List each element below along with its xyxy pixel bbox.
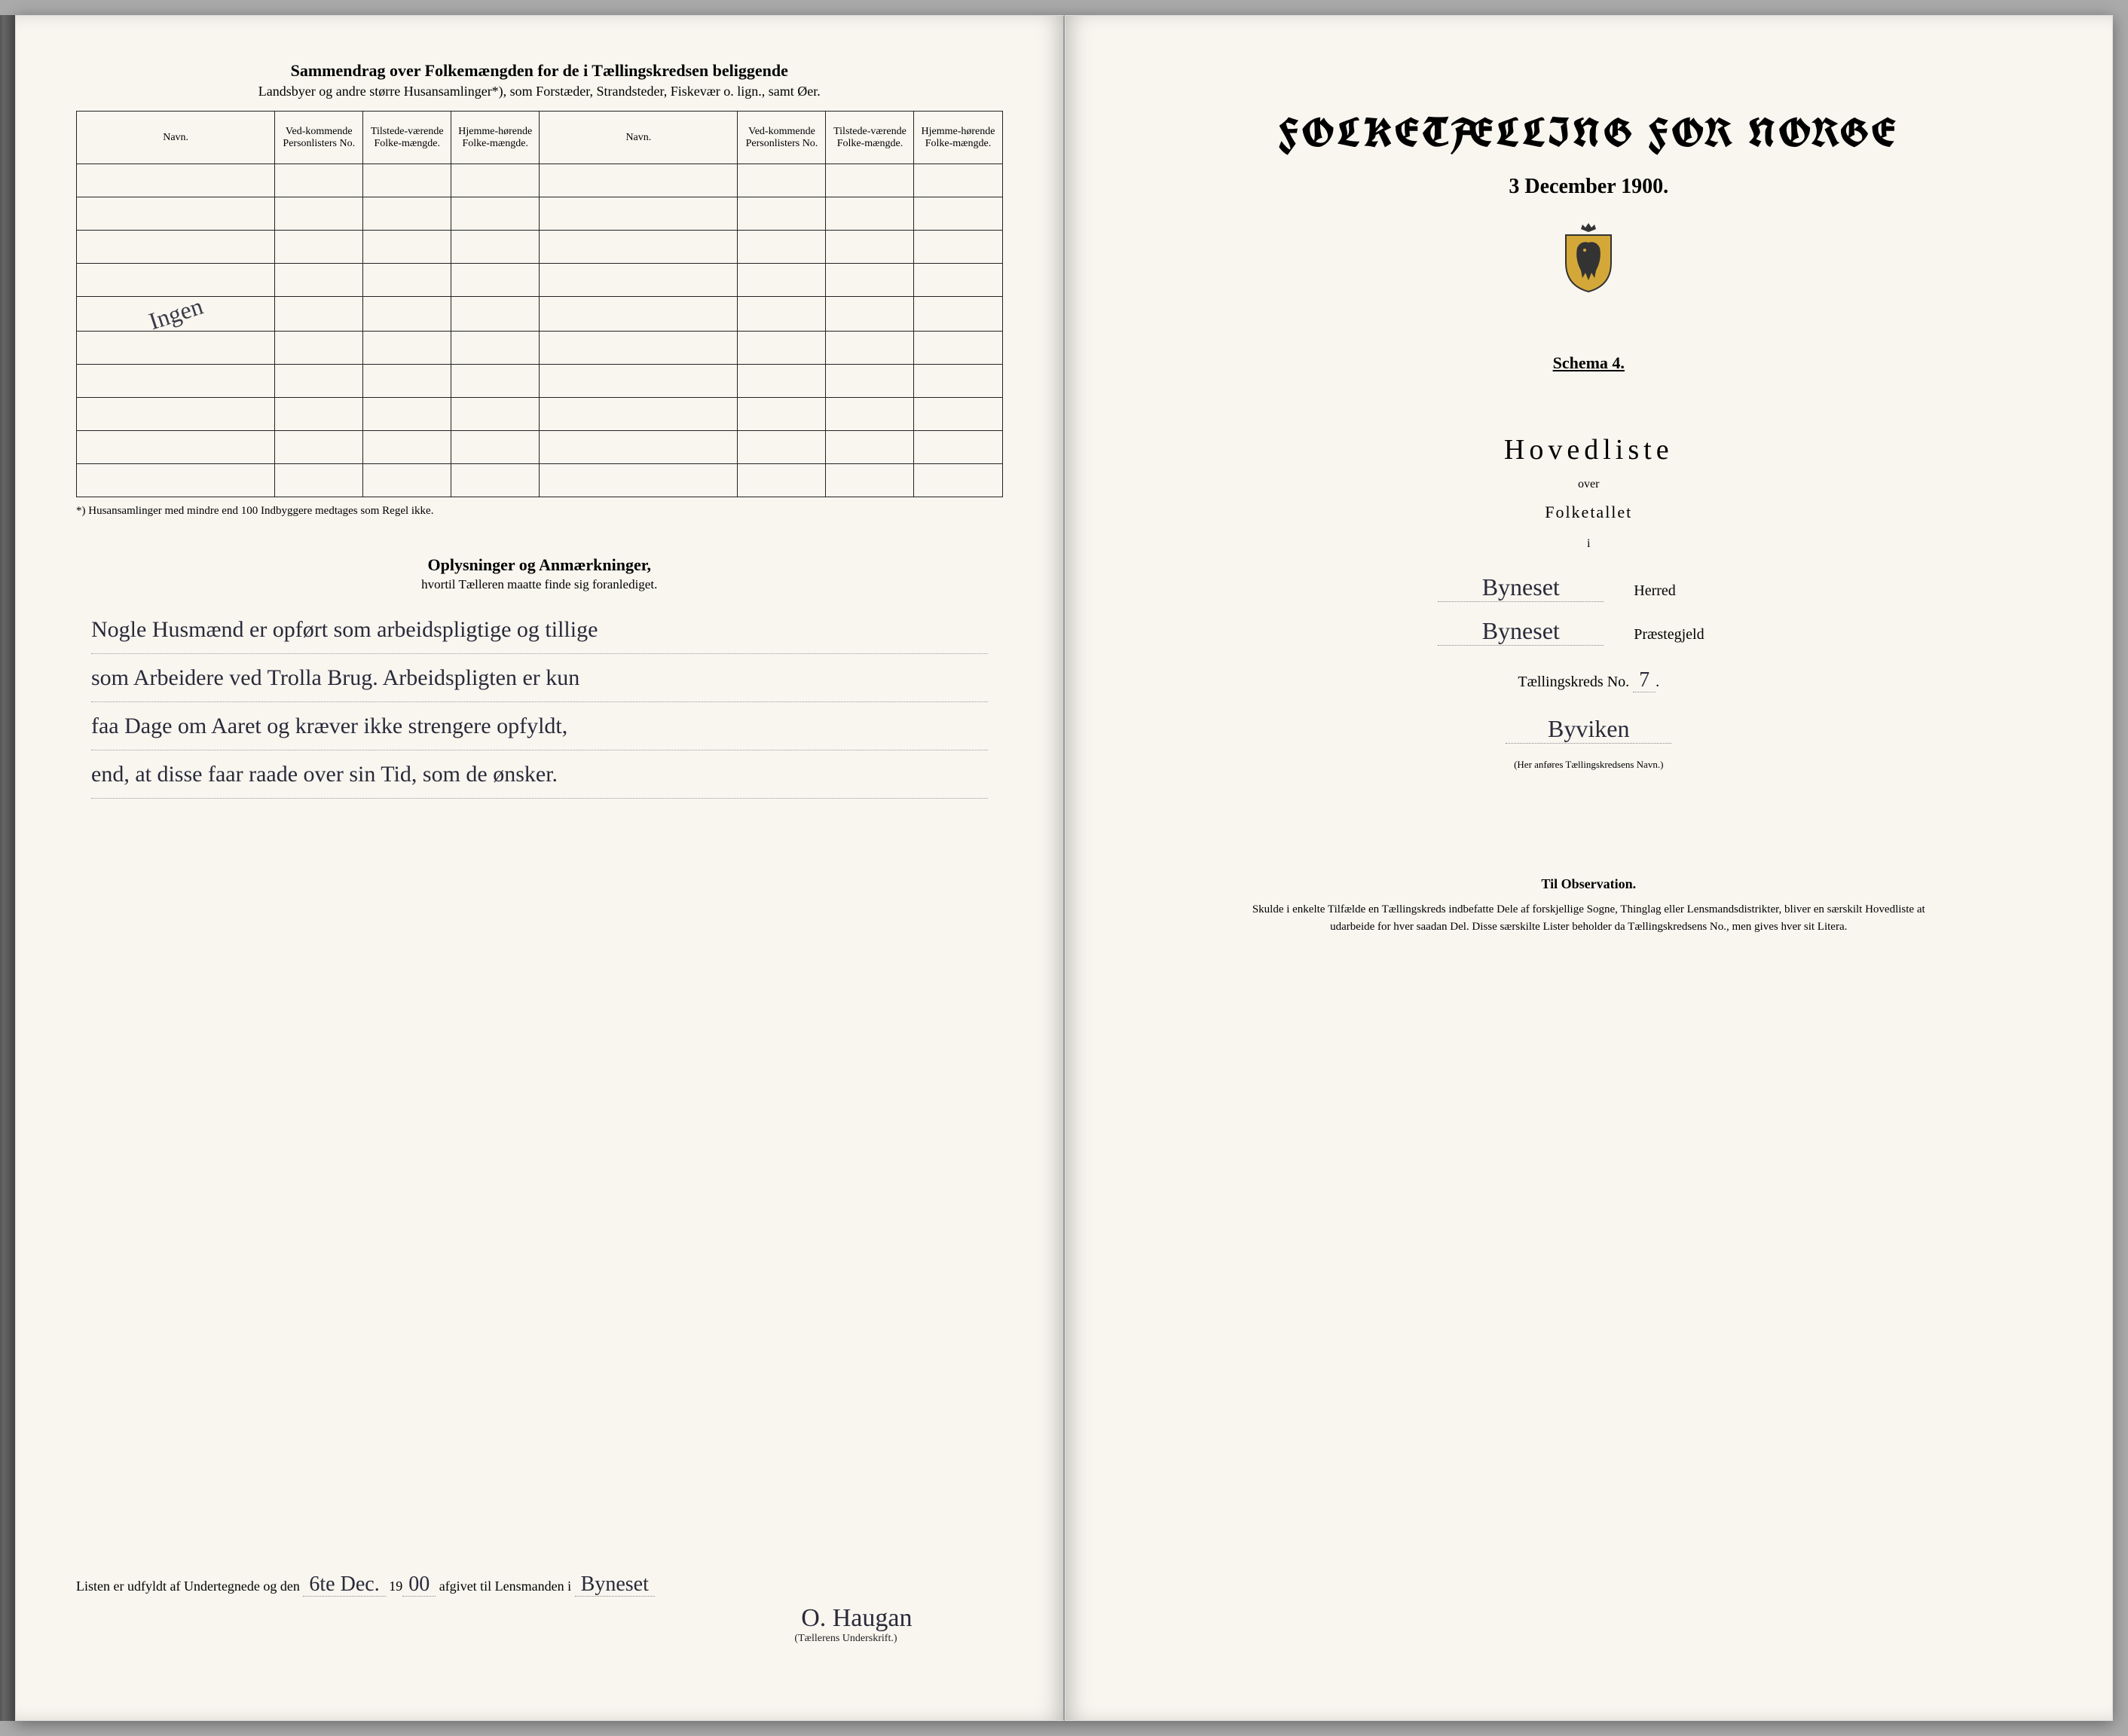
tk-row: Tællingskreds No. 7. bbox=[1126, 668, 2053, 692]
folketallet-label: Folketallet bbox=[1126, 503, 2053, 522]
summary-table-body: Ingen bbox=[77, 164, 1003, 497]
col-navn-2: Navn. bbox=[540, 112, 738, 164]
right-content: FOLKETÆLLING FOR NORGE 3 December 1900. … bbox=[1126, 106, 2053, 935]
census-main-title: FOLKETÆLLING FOR NORGE bbox=[1126, 106, 2053, 160]
right-page: FOLKETÆLLING FOR NORGE 3 December 1900. … bbox=[1065, 15, 2114, 1721]
col-tilst-1: Tilstede-værende Folke-mængde. bbox=[363, 112, 451, 164]
signer-name: O. Haugan bbox=[76, 1604, 1003, 1633]
herred-label: Herred bbox=[1634, 582, 1739, 600]
i-label: i bbox=[1126, 537, 2053, 551]
observation-block: Til Observation. Skulde i enkelte Tilfæl… bbox=[1126, 876, 2053, 935]
remark-line: faa Dage om Aaret og kræver ikke strenge… bbox=[91, 702, 988, 750]
remarks-title: Oplysninger og Anmærkninger, bbox=[76, 555, 1003, 575]
col-vedk-1: Ved-kommende Personlisters No. bbox=[275, 112, 363, 164]
observation-title: Til Observation. bbox=[1126, 876, 2053, 892]
sign-year: 00 bbox=[402, 1572, 436, 1597]
sign-year-prefix: 19 bbox=[389, 1579, 402, 1594]
sign-pre: Listen er udfyldt af Undertegnede og den bbox=[76, 1579, 300, 1594]
summary-subtitle: Landsbyer og andre større Husansamlinger… bbox=[76, 84, 1003, 99]
sign-mid: afgivet til Lensmanden i bbox=[439, 1579, 571, 1594]
signature-block: Listen er udfyldt af Undertegnede og den… bbox=[76, 1572, 1003, 1645]
col-vedk-2: Ved-kommende Personlisters No. bbox=[738, 112, 826, 164]
table-footnote: *) Husansamlinger med mindre end 100 Ind… bbox=[76, 505, 1003, 518]
remark-line: end, at disse faar raade over sin Tid, s… bbox=[91, 750, 988, 799]
tk-number: 7 bbox=[1633, 668, 1656, 692]
over-label: over bbox=[1126, 478, 2053, 491]
remark-line: Nogle Husmænd er opført som arbeidspligt… bbox=[91, 606, 988, 654]
remarks-section: Oplysninger og Anmærkninger, hvortil Tæl… bbox=[76, 555, 1003, 799]
tk-name-row: Byviken bbox=[1126, 715, 2053, 744]
remarks-handwritten: Nogle Husmænd er opført som arbeidspligt… bbox=[76, 606, 1003, 799]
praestegjeld-row: Byneset Præstegjeld bbox=[1126, 617, 2053, 646]
sign-place: Byneset bbox=[575, 1572, 655, 1597]
tk-name-note: (Her anføres Tællingskredsens Navn.) bbox=[1126, 759, 2053, 771]
schema-label: Schema 4. bbox=[1553, 353, 1625, 373]
left-header: Sammendrag over Folkemængden for de i Tæ… bbox=[76, 61, 1003, 99]
tk-name-value: Byviken bbox=[1506, 715, 1671, 744]
remark-line: som Arbeidere ved Trolla Brug. Arbeidspl… bbox=[91, 654, 988, 702]
sign-date-day: 6te Dec. bbox=[303, 1572, 385, 1597]
tk-label: Tællingskreds No. bbox=[1518, 674, 1629, 690]
col-navn-1: Navn. bbox=[77, 112, 275, 164]
praestegjeld-label: Præstegjeld bbox=[1634, 626, 1739, 643]
book-spread: Sammendrag over Folkemængden for de i Tæ… bbox=[15, 15, 2113, 1721]
herred-row: Byneset Herred bbox=[1126, 573, 2053, 602]
col-hjem-2: Hjemme-hørende Folke-mængde. bbox=[914, 112, 1002, 164]
col-hjem-1: Hjemme-hørende Folke-mængde. bbox=[451, 112, 540, 164]
coat-of-arms-icon bbox=[1558, 222, 1619, 293]
observation-text: Skulde i enkelte Tilfælde en Tællingskre… bbox=[1249, 901, 1928, 935]
herred-value: Byneset bbox=[1438, 573, 1604, 602]
summary-table: Navn. Ved-kommende Personlisters No. Til… bbox=[76, 111, 1003, 497]
hovedliste-title: Hovedliste bbox=[1126, 433, 2053, 466]
left-page: Sammendrag over Folkemængden for de i Tæ… bbox=[15, 15, 1065, 1721]
summary-title: Sammendrag over Folkemængden for de i Tæ… bbox=[76, 61, 1003, 81]
table-note-ingen: Ingen bbox=[145, 292, 206, 336]
remarks-subtitle: hvortil Tælleren maatte finde sig foranl… bbox=[76, 577, 1003, 592]
census-date: 3 December 1900. bbox=[1126, 175, 2053, 199]
col-tilst-2: Tilstede-værende Folke-mængde. bbox=[826, 112, 914, 164]
binding-edge bbox=[0, 15, 15, 1721]
praestegjeld-value: Byneset bbox=[1438, 617, 1604, 646]
signer-label: (Tællerens Underskrift.) bbox=[76, 1633, 1003, 1645]
